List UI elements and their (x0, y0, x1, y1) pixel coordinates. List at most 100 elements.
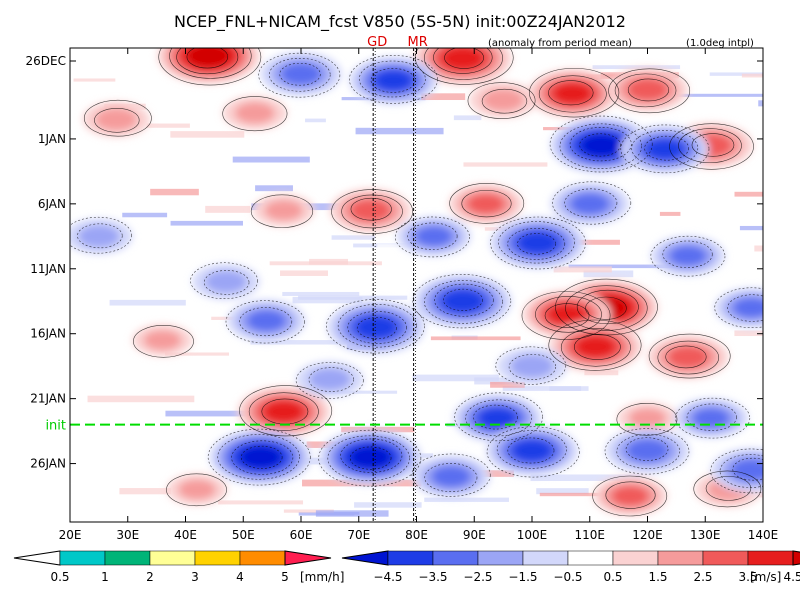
colorbar-swatch (747, 550, 794, 566)
anomaly-streak (741, 73, 763, 78)
negative-anomaly-blob (246, 310, 286, 332)
anomaly-streak (539, 492, 636, 497)
contour-line (648, 333, 731, 379)
contour-line (350, 197, 392, 221)
anomaly-streak (421, 93, 466, 101)
contour-line (544, 303, 590, 328)
contour-line (657, 340, 720, 375)
anomaly-streak (688, 334, 725, 341)
contour-line (169, 48, 252, 79)
colorbar-label: 5 (281, 570, 289, 584)
contour-line (625, 437, 669, 461)
contour-line (467, 82, 536, 119)
contour-line (498, 221, 575, 264)
contour-line (340, 438, 403, 473)
contour-line (592, 475, 668, 517)
contour-line (239, 385, 333, 437)
negative-anomaly-blob (516, 231, 559, 255)
anomaly-streak (430, 336, 521, 341)
contour-line (279, 62, 321, 86)
contour-line (434, 283, 494, 317)
contour-line (560, 328, 631, 367)
colorbar-arrow-left (13, 550, 61, 566)
negative-anomaly-blob (415, 226, 453, 247)
contour-line (349, 55, 438, 104)
x-tick-label: 60E (290, 528, 313, 542)
contour-line (507, 437, 555, 464)
colorbar-label: 3.5 (738, 570, 757, 584)
contour-line (356, 317, 397, 340)
anomaly-streak (282, 291, 360, 296)
contour-line (318, 429, 422, 487)
contour-line (225, 300, 305, 344)
negative-anomaly-blob (732, 297, 763, 318)
contour-line (133, 325, 194, 358)
anomaly-streak (315, 510, 389, 517)
contour-line (424, 463, 478, 493)
contour-line (349, 446, 392, 470)
x-tick-label: 120E (632, 528, 663, 542)
positive-anomaly-blob (628, 408, 667, 429)
contour-line (490, 216, 586, 270)
x-tick-label: 50E (232, 528, 255, 542)
colorbar-swatch (149, 550, 196, 566)
contour-line (239, 307, 293, 337)
contour-line (295, 362, 364, 399)
contour-line (521, 291, 611, 340)
anomaly-streak (170, 131, 245, 138)
colorbar-label: 3 (191, 570, 199, 584)
colorbar-swatch (477, 550, 524, 566)
anomaly-streak (659, 211, 681, 216)
contour-line (70, 216, 132, 254)
contour-line (691, 133, 735, 157)
colorbar-label: 1 (101, 570, 109, 584)
contour-line (327, 435, 410, 481)
contour-line (631, 129, 699, 167)
colorbar-label: −1.5 (508, 570, 537, 584)
anomaly-streak (119, 488, 172, 495)
contour-line (529, 67, 620, 118)
anomaly-streak (205, 205, 251, 213)
colorbar-swatch (387, 550, 434, 566)
contour-line (481, 88, 528, 114)
negative-anomaly-blob (77, 225, 120, 248)
colorbar-arrow-left (341, 550, 389, 566)
anomaly-streak (592, 65, 681, 70)
contour-line (465, 399, 533, 437)
marker-label: GD (367, 35, 387, 50)
contour-line (258, 52, 341, 98)
anomaly-streak (647, 93, 763, 97)
contour-line (719, 454, 763, 488)
anomaly-streak (283, 509, 334, 513)
positive-anomaly-blob (667, 346, 709, 369)
init-label: init (45, 419, 66, 434)
negative-anomaly-blob (692, 408, 730, 429)
negative-anomaly-blob (511, 439, 553, 462)
colorbar-unit: [m/s] (750, 570, 781, 584)
x-tick-label: 110E (575, 528, 606, 542)
contour-line (341, 194, 403, 229)
contour-line (665, 345, 707, 369)
contour-line (308, 367, 354, 392)
anomaly-streak (739, 225, 763, 231)
anomaly-streak (150, 188, 199, 196)
anomaly-streak (453, 115, 482, 121)
negative-anomaly-blob (308, 367, 351, 391)
anomaly-streak (232, 156, 310, 163)
anomaly-streak (568, 264, 675, 269)
colorbar-label: 4.5 (783, 570, 800, 584)
contour-line (573, 334, 621, 360)
contour-line (507, 227, 566, 260)
contour-line (675, 397, 751, 439)
contour-line (565, 285, 648, 331)
anomaly-streak (109, 299, 186, 306)
x-tick-label: 140E (748, 528, 779, 542)
contour-line (549, 115, 653, 173)
anomaly-streak (734, 330, 763, 337)
x-axis: 20E 30E 40E 50E 60E 70E 80E 90E 100E 110E 120E 130E… (59, 48, 779, 542)
anomaly-streak (502, 386, 582, 391)
positive-anomaly-blob (188, 48, 230, 67)
anomaly-streak (617, 178, 639, 185)
anomaly-streak (758, 100, 763, 107)
negative-anomaly-blob (441, 289, 485, 313)
